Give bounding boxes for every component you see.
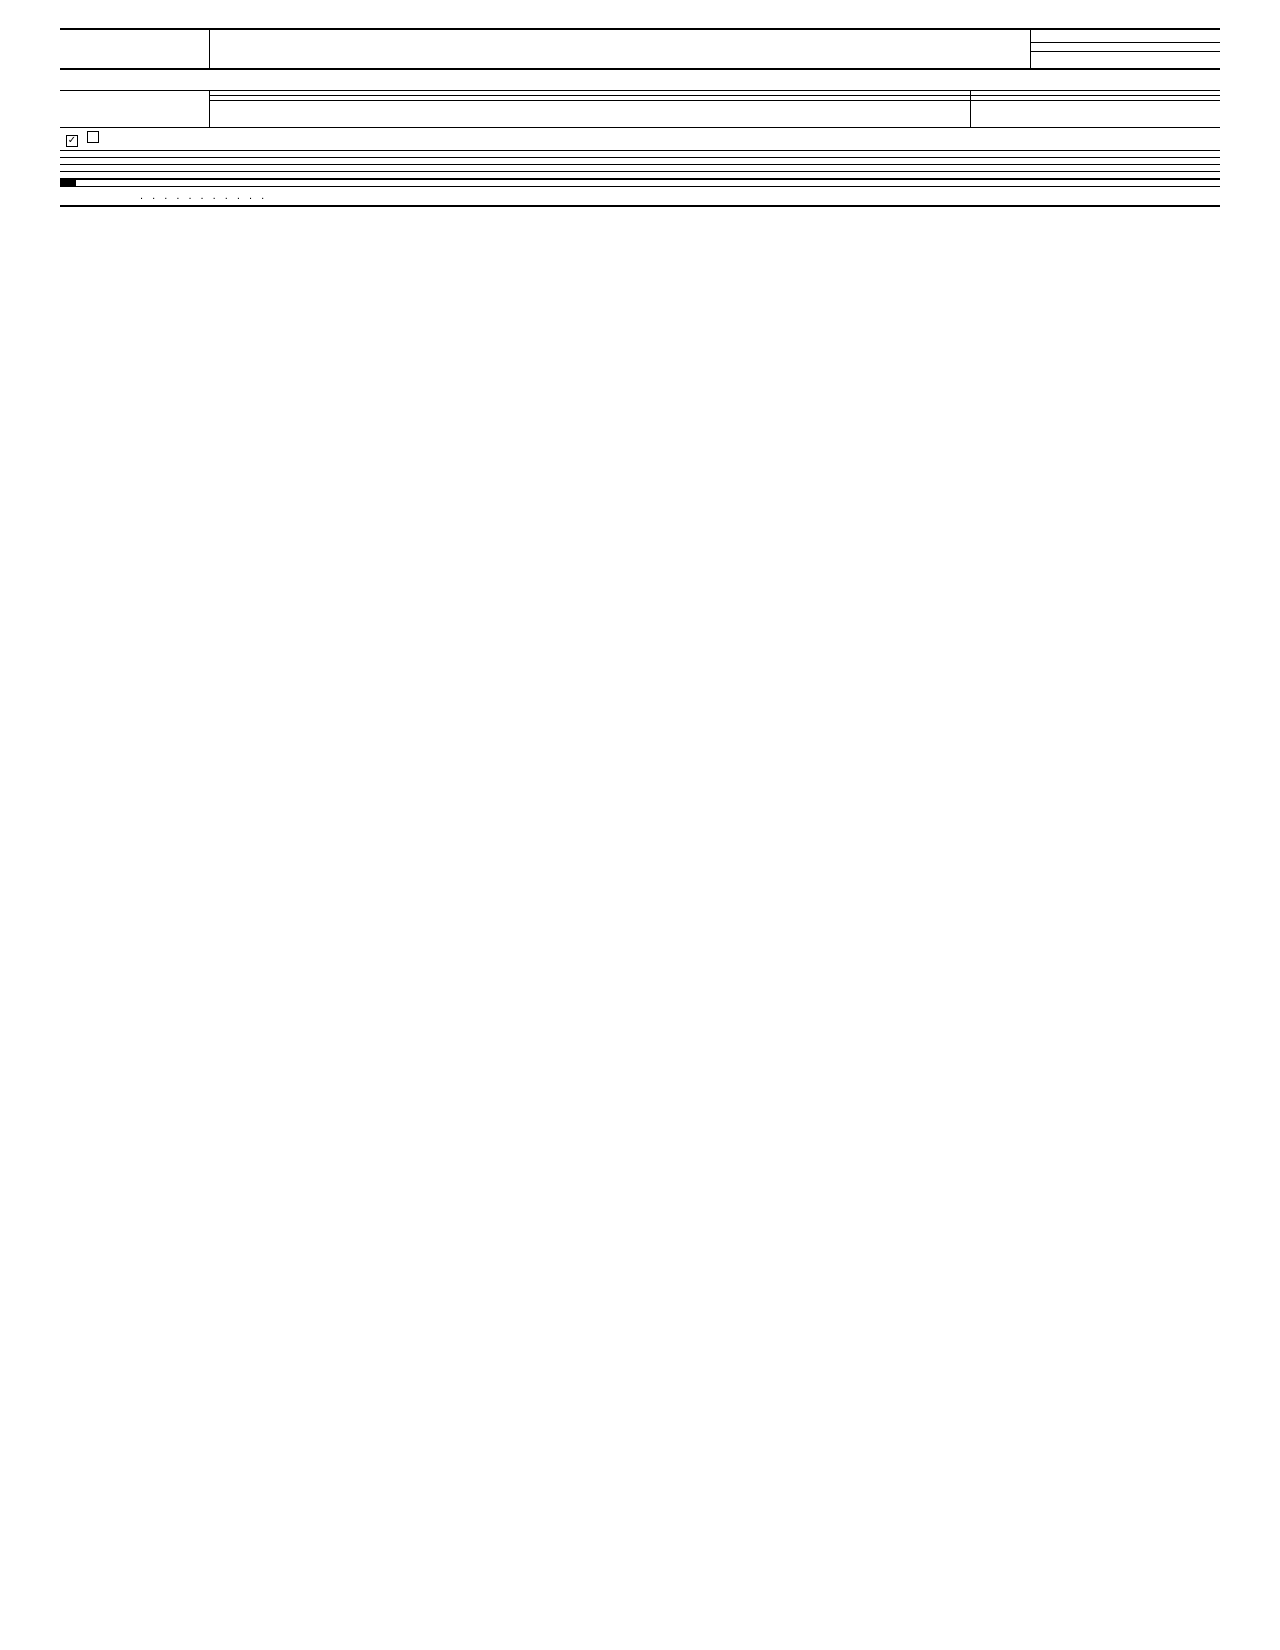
accrual-checkbox[interactable] <box>87 131 99 143</box>
section-b <box>60 91 1220 128</box>
tax-year <box>1031 43 1220 52</box>
org-info <box>210 91 970 127</box>
calendar-year-row <box>60 70 1220 91</box>
open-to-public <box>1031 52 1220 68</box>
cash-checkbox[interactable]: ✓ <box>66 135 78 147</box>
check-if-applicable <box>60 91 210 127</box>
right-info <box>970 91 1220 127</box>
part1-header <box>60 179 1220 187</box>
meta-rows: ✓ <box>60 128 1220 179</box>
form-header <box>60 28 1220 70</box>
footer <box>60 206 1220 215</box>
omb-number <box>1031 30 1220 43</box>
part1-check-line: . . . . . . . . . . . <box>60 187 1220 206</box>
part1-label <box>60 180 76 186</box>
